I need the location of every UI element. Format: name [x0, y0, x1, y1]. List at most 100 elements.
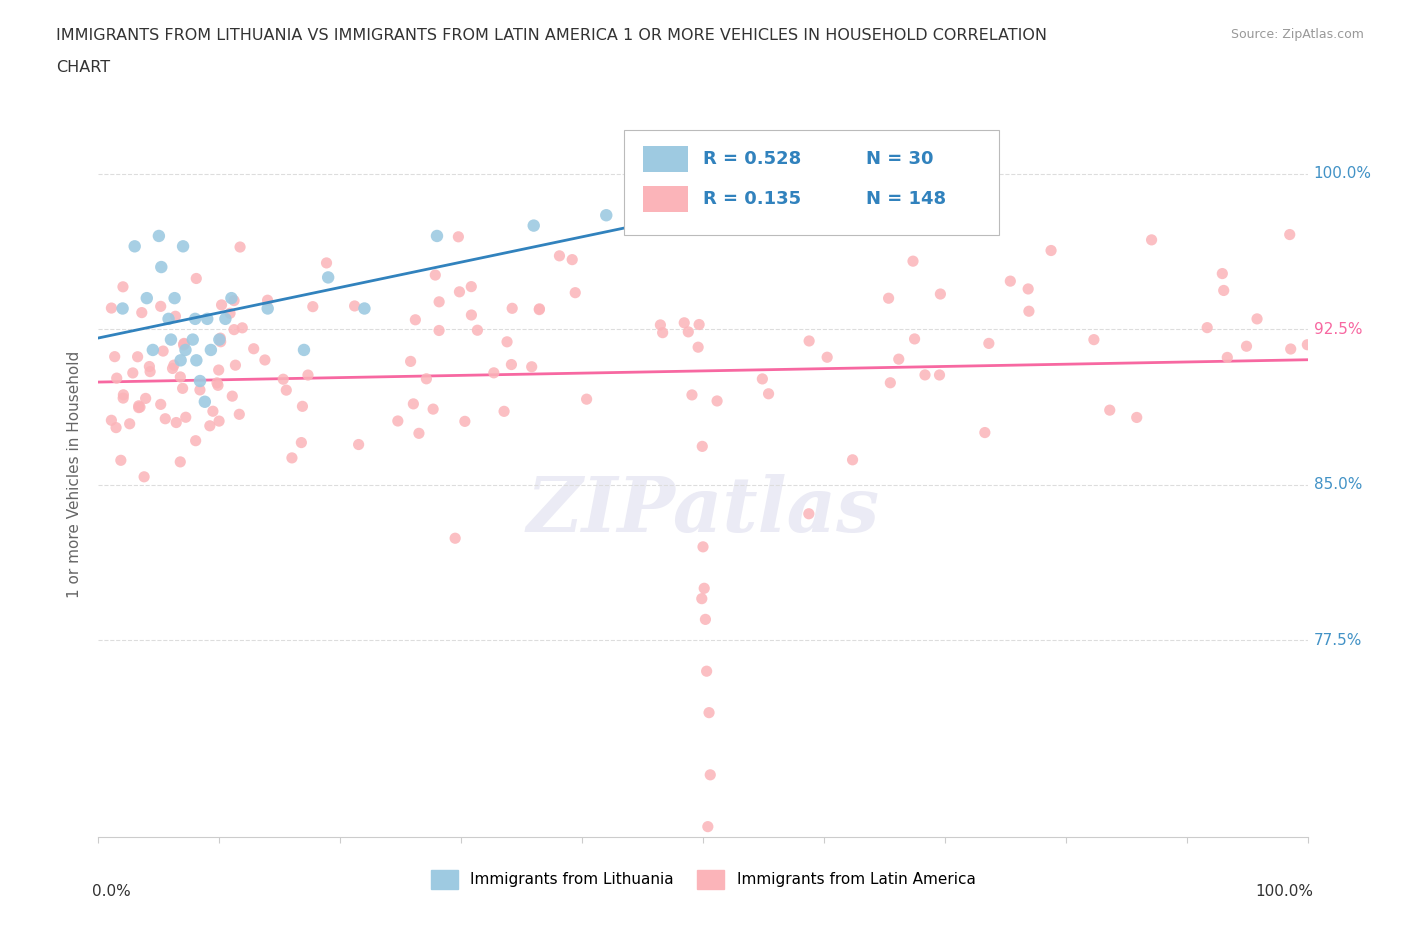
Point	[752, 187, 775, 202]
Point	[111, 301, 134, 316]
Point	[903, 331, 925, 346]
Point	[1279, 341, 1302, 356]
Text: N = 148: N = 148	[866, 190, 946, 207]
Text: IMMIGRANTS FROM LITHUANIA VS IMMIGRANTS FROM LATIN AMERICA 1 OR MORE VEHICLES IN: IMMIGRANTS FROM LITHUANIA VS IMMIGRANTS …	[56, 28, 1047, 43]
Point	[160, 332, 183, 347]
Legend: Immigrants from Lithuania, Immigrants from Latin America: Immigrants from Lithuania, Immigrants fr…	[425, 864, 981, 895]
Point	[977, 336, 1000, 351]
Point	[211, 298, 233, 312]
Point	[195, 312, 218, 326]
Point	[149, 299, 172, 313]
Point	[200, 342, 222, 357]
Text: CHART: CHART	[56, 60, 110, 75]
Point	[650, 317, 672, 332]
Point	[131, 305, 153, 320]
Point	[100, 413, 122, 428]
Point	[155, 411, 177, 426]
Point	[347, 437, 370, 452]
Point	[207, 378, 229, 392]
Point	[188, 374, 211, 389]
Point	[751, 371, 773, 386]
Point	[699, 767, 721, 782]
Point	[706, 393, 728, 408]
Point	[184, 312, 207, 326]
Point	[575, 392, 598, 406]
Point	[105, 371, 128, 386]
Point	[129, 400, 152, 415]
Point	[297, 367, 319, 382]
Point	[138, 359, 160, 374]
Point	[427, 323, 450, 338]
Point	[928, 367, 950, 382]
Point	[841, 452, 863, 467]
Point	[172, 239, 194, 254]
Point	[186, 352, 208, 367]
Point	[693, 581, 716, 596]
Point	[242, 341, 264, 356]
Point	[564, 286, 586, 300]
Point	[1125, 410, 1147, 425]
Point	[1098, 403, 1121, 418]
Text: 0.0%: 0.0%	[93, 884, 131, 899]
Point	[1083, 332, 1105, 347]
Point	[1197, 320, 1219, 335]
FancyBboxPatch shape	[624, 130, 1000, 235]
Point	[173, 337, 195, 352]
Point	[124, 239, 146, 254]
Point	[1140, 232, 1163, 247]
Point	[111, 279, 134, 294]
Point	[118, 417, 141, 432]
Point	[426, 229, 449, 244]
Point	[482, 365, 505, 380]
Point	[1040, 243, 1063, 258]
Point	[1296, 338, 1319, 352]
Point	[901, 254, 924, 269]
Point	[157, 312, 180, 326]
Point	[758, 386, 780, 401]
Point	[105, 420, 128, 435]
Point	[454, 414, 477, 429]
Point	[201, 404, 224, 418]
Point	[174, 410, 197, 425]
Text: 92.5%: 92.5%	[1313, 322, 1362, 337]
Point	[460, 308, 482, 323]
Point	[231, 321, 253, 336]
Point	[253, 352, 276, 367]
Point	[887, 352, 910, 366]
Point	[110, 453, 132, 468]
Point	[315, 256, 337, 271]
Point	[301, 299, 323, 314]
Point	[690, 591, 713, 606]
Text: 100.0%: 100.0%	[1256, 884, 1313, 899]
Point	[165, 309, 187, 324]
Point	[222, 293, 245, 308]
Point	[387, 414, 409, 429]
Point	[973, 425, 995, 440]
Text: 100.0%: 100.0%	[1313, 166, 1372, 181]
Point	[186, 271, 208, 286]
Point	[1017, 282, 1039, 297]
Point	[128, 398, 150, 413]
Point	[402, 396, 425, 411]
Point	[169, 352, 191, 367]
Point	[447, 230, 470, 245]
Point	[520, 359, 543, 374]
Point	[214, 312, 236, 326]
Point	[1278, 227, 1301, 242]
Point	[404, 312, 426, 327]
Point	[174, 342, 197, 357]
Point	[595, 207, 617, 222]
Point	[695, 612, 717, 627]
Point	[494, 404, 516, 418]
Text: 85.0%: 85.0%	[1313, 477, 1362, 492]
Point	[256, 293, 278, 308]
Point	[353, 301, 375, 316]
Point	[209, 331, 232, 346]
Point	[415, 371, 437, 386]
Point	[198, 418, 221, 433]
Point	[681, 388, 703, 403]
Text: N = 30: N = 30	[866, 150, 934, 167]
Point	[104, 350, 127, 365]
Point	[128, 400, 150, 415]
Point	[132, 470, 155, 485]
